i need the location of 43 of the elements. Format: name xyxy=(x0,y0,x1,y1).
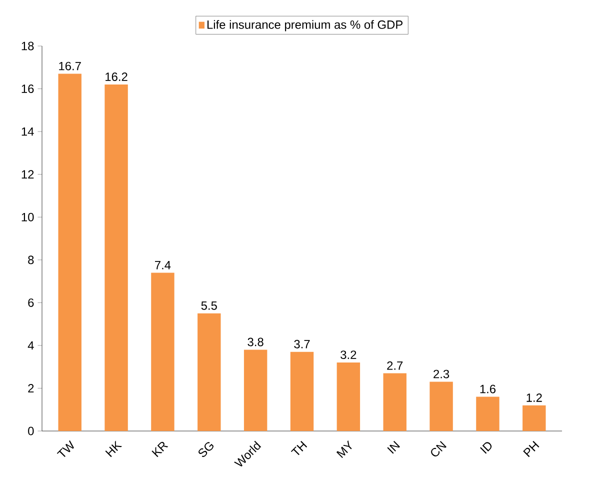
bar xyxy=(58,74,82,431)
data-label: 16.7 xyxy=(59,62,81,70)
y-tick-label: 4 xyxy=(28,341,34,350)
y-tick-label: 2 xyxy=(28,384,34,392)
x-tick-label: CN xyxy=(431,441,446,456)
x-tick-label: ID xyxy=(480,442,492,454)
bar xyxy=(336,362,360,431)
data-label: 3.7 xyxy=(294,340,310,348)
y-tick-label: 18 xyxy=(22,42,34,50)
x-tick-label: SG xyxy=(198,442,214,457)
bar xyxy=(198,313,221,431)
y-tick-label: 14 xyxy=(22,127,34,136)
y-tick-label: 6 xyxy=(28,298,34,307)
data-label: 2.7 xyxy=(387,361,403,370)
data-label: 3.2 xyxy=(340,350,356,360)
y-tick-label: 16 xyxy=(22,84,34,93)
x-tick-label: KR xyxy=(152,442,168,458)
x-tick-label: HK xyxy=(105,440,122,458)
x-tick-label: TH xyxy=(290,440,308,456)
legend-label: Life insurance premium as % of GDP xyxy=(207,20,403,32)
data-label: 16.2 xyxy=(106,72,128,81)
data-label: 1.6 xyxy=(480,384,496,394)
data-label: 3.8 xyxy=(248,338,264,346)
bar xyxy=(476,396,500,431)
x-tick-label: IN xyxy=(387,440,400,454)
bar xyxy=(383,373,406,431)
data-label: 7.4 xyxy=(155,260,171,270)
data-label: 1.2 xyxy=(526,393,542,402)
y-tick-label: 8 xyxy=(28,256,34,264)
x-tick-label: TW xyxy=(56,440,74,457)
y-tick-label: 12 xyxy=(22,170,34,179)
y-tick-label: 0 xyxy=(28,426,34,436)
x-tick-label: MY xyxy=(336,440,352,458)
data-label: 5.5 xyxy=(201,302,217,310)
bar xyxy=(151,272,174,431)
data-label: 2.3 xyxy=(434,370,450,378)
bar xyxy=(104,84,128,431)
bar xyxy=(290,352,314,431)
bar xyxy=(522,405,546,431)
x-tick-label: PH xyxy=(523,440,540,458)
y-tick-label: 10 xyxy=(22,212,34,222)
bar xyxy=(430,382,453,431)
bar xyxy=(244,350,268,431)
